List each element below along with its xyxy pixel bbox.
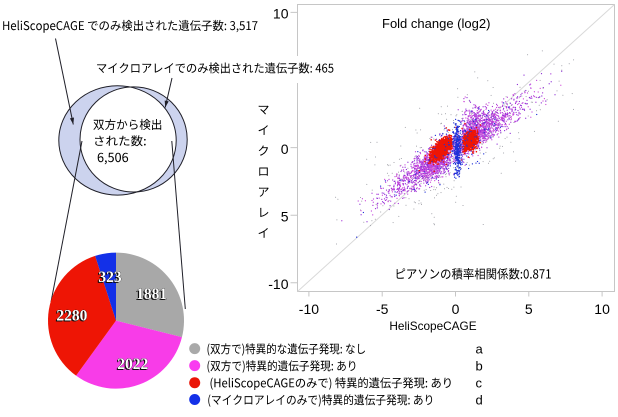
svg-text:HeliScopeCAGE: HeliScopeCAGE — [389, 319, 476, 333]
svg-text:a: a — [476, 341, 484, 356]
svg-text:5: 5 — [525, 301, 533, 317]
svg-text:10: 10 — [594, 301, 610, 317]
svg-text:2280: 2280 — [56, 307, 87, 324]
svg-text:-10: -10 — [299, 301, 319, 317]
svg-text:10: 10 — [273, 6, 289, 22]
svg-text:0: 0 — [281, 141, 289, 157]
svg-text:1881: 1881 — [135, 287, 166, 304]
svg-text:0: 0 — [452, 301, 460, 317]
svg-text:323: 323 — [98, 269, 122, 286]
svg-text:323: 323 — [97, 270, 121, 287]
svg-text:5: 5 — [281, 208, 289, 224]
svg-text:b: b — [476, 358, 483, 373]
svg-text:c: c — [476, 376, 483, 391]
svg-text:2022: 2022 — [117, 356, 148, 373]
svg-text:-5: -5 — [376, 301, 389, 317]
svg-text:d: d — [476, 392, 483, 407]
svg-text:2280: 2280 — [55, 309, 86, 326]
svg-text:-10: -10 — [268, 276, 288, 292]
svg-text:2022: 2022 — [116, 357, 147, 374]
svg-text:1881: 1881 — [136, 286, 167, 303]
svg-text:Fold change (log2): Fold change (log2) — [382, 16, 490, 31]
